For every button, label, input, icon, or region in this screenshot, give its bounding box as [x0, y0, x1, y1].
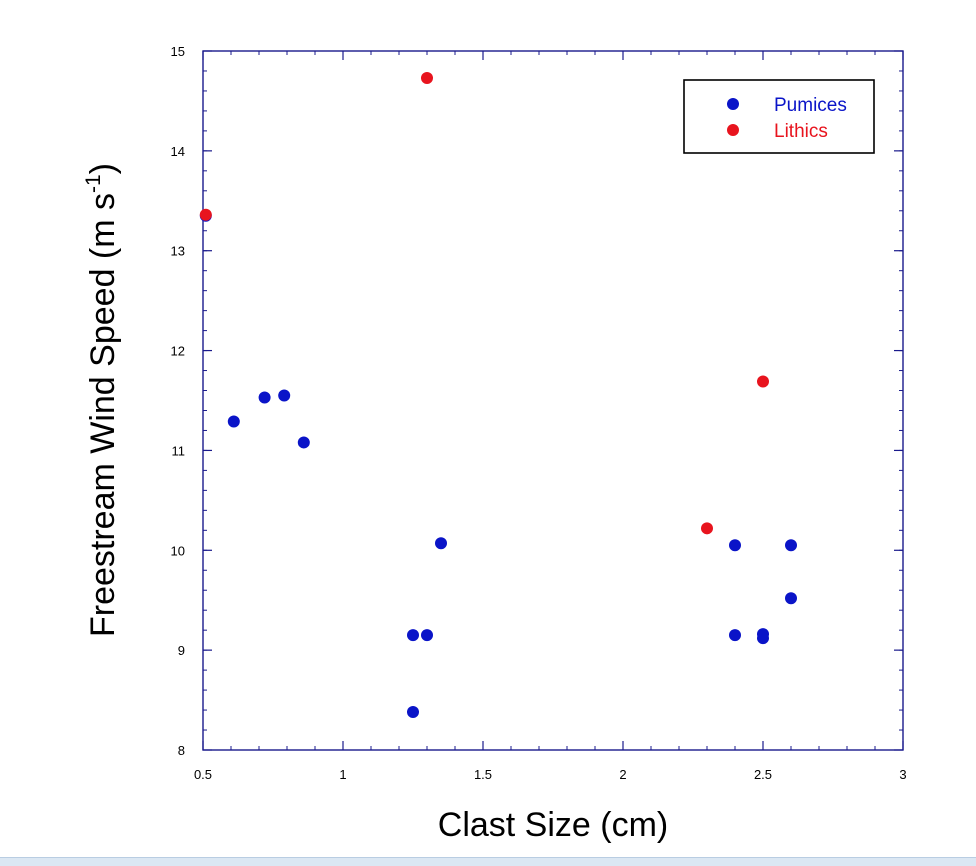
data-point-lithics [701, 522, 713, 535]
data-point-pumices [729, 539, 741, 552]
data-point-lithics [757, 375, 769, 388]
data-point-pumices [297, 436, 310, 449]
y-tick-label: 8 [178, 743, 185, 758]
x-tick-label: 1.5 [474, 767, 492, 782]
y-tick-label: 9 [178, 643, 185, 658]
data-point-pumices [785, 592, 797, 605]
data-point-pumices [227, 415, 240, 428]
legend-marker-pumices [727, 98, 739, 110]
y-tick-label: 13 [171, 244, 185, 259]
data-point-pumices [729, 629, 741, 642]
y-tick-label: 14 [171, 144, 185, 159]
data-point-lithics [421, 71, 433, 84]
data-point-pumices [421, 629, 433, 642]
y-tick-label: 11 [172, 443, 186, 458]
x-tick-label: 0.5 [194, 767, 212, 782]
x-axis-title: Clast Size (cm) [438, 806, 668, 844]
data-point-pumices [258, 391, 271, 404]
legend-box [683, 79, 875, 154]
y-axis-title: Freestream Wind Speed (m s-1) [82, 163, 122, 637]
y-axis-title-close: ) [84, 163, 122, 174]
x-tick-label: 1 [339, 767, 346, 782]
data-point-pumices [278, 389, 291, 402]
data-points [199, 71, 797, 719]
y-axis-title-main: Freestream Wind Speed (m s [84, 193, 122, 637]
x-tick-labels: 0.5 1 1.5 2 2.5 3 [194, 767, 907, 782]
y-tick-label: 15 [171, 44, 185, 59]
data-point-lithics [199, 208, 212, 221]
major-tick-marks [202, 50, 904, 751]
data-point-pumices [435, 537, 447, 550]
x-tick-label: 2 [619, 767, 626, 782]
y-tick-label: 12 [171, 344, 185, 359]
x-tick-label: 3 [899, 767, 906, 782]
y-tick-labels: 8 9 10 11 12 13 14 15 [171, 44, 185, 758]
data-point-pumices [785, 539, 797, 552]
legend-label-pumices: Pumices [774, 95, 847, 116]
data-point-pumices [407, 629, 419, 642]
minor-tick-marks [202, 50, 904, 751]
plot-area-frame [202, 50, 904, 751]
y-tick-label: 10 [171, 543, 185, 558]
x-tick-label: 2.5 [754, 767, 772, 782]
legend: Pumices Lithics [683, 79, 875, 154]
data-point-pumices [757, 632, 769, 645]
legend-marker-lithics [727, 124, 739, 136]
legend-label-lithics: Lithics [774, 121, 828, 142]
y-axis-title-superscript: -1 [82, 174, 105, 193]
window-bottom-edge [0, 857, 976, 866]
data-point-pumices [407, 706, 419, 719]
